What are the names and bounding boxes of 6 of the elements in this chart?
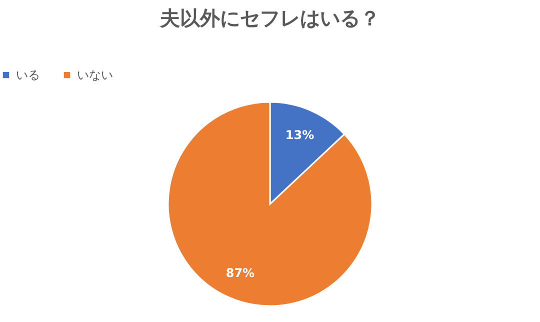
data-label: 87% [226,266,255,280]
chart-title: 夫以外にセフレはいる？ [159,6,380,30]
data-label: 13% [285,128,314,142]
legend-label: いない [77,68,113,82]
pie-slice [167,101,373,307]
legend-label: いる [16,68,40,82]
